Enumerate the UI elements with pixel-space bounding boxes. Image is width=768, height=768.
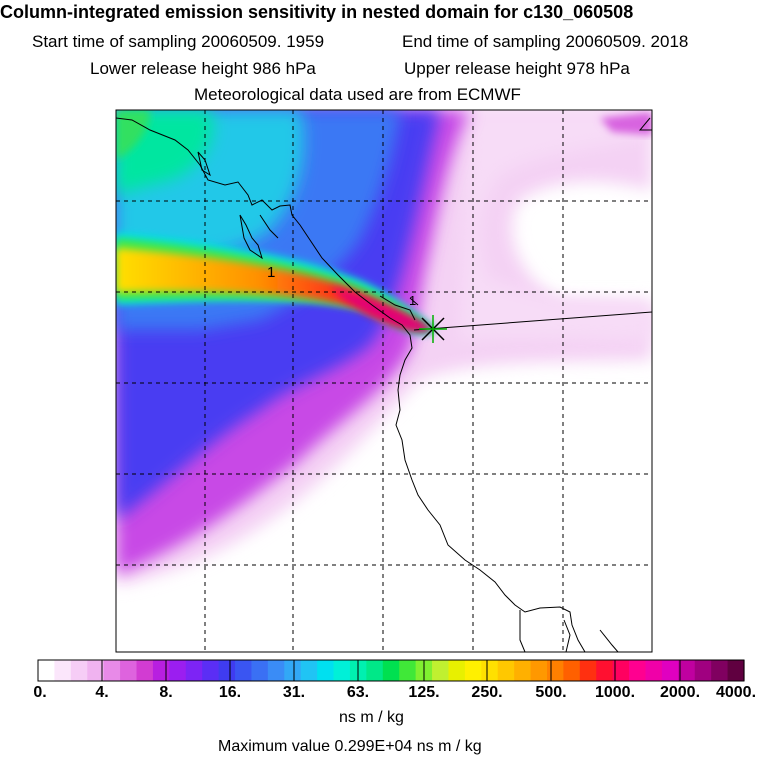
- colorbar-cell: [120, 660, 138, 681]
- colorbar-cell: [694, 660, 712, 681]
- colorbar-cell: [727, 660, 745, 681]
- colorbar-cell: [645, 660, 663, 681]
- contour-label: 1: [267, 264, 275, 281]
- colorbar-cell: [448, 660, 466, 681]
- colorbar-cell: [399, 660, 417, 681]
- colorbar-tick-label: 2000.: [659, 684, 701, 701]
- colorbar-cell: [382, 660, 400, 681]
- colorbar-tick-label: 250.: [471, 684, 503, 701]
- colorbar-cell: [497, 660, 515, 681]
- colorbar-cell: [563, 660, 581, 681]
- colorbar-cell: [464, 660, 482, 681]
- release-point-marker: [419, 315, 447, 343]
- colorbar-cell: [152, 660, 170, 681]
- colorbar-units: ns m / kg: [339, 709, 404, 726]
- grid-lines: [116, 110, 652, 652]
- colorbar-tick-label: 500.: [535, 684, 567, 701]
- colorbar-cell: [678, 660, 696, 681]
- colorbar-tick-label: 125.: [408, 684, 440, 701]
- colorbar-cell: [103, 660, 121, 681]
- colorbar-cell: [169, 660, 187, 681]
- colorbar-cell: [251, 660, 269, 681]
- colorbar-cell: [711, 660, 729, 681]
- colorbar-cell: [218, 660, 236, 681]
- colorbar-cell: [300, 660, 318, 681]
- colorbar-cell: [267, 660, 285, 681]
- colorbar-tick-label: 16.: [218, 684, 242, 701]
- colorbar-cell: [284, 660, 302, 681]
- sensitivity-field: 1 1: [116, 110, 652, 652]
- colorbar-cell: [185, 660, 203, 681]
- colorbar-cell: [38, 660, 56, 681]
- colorbar-cell: [202, 660, 220, 681]
- colorbar-cell: [596, 660, 614, 681]
- colorbar-cell: [481, 660, 499, 681]
- colorbar-cell: [432, 660, 450, 681]
- colorbar-cell: [235, 660, 253, 681]
- colorbar-cell: [530, 660, 548, 681]
- coastline: [116, 117, 652, 652]
- lower-release-height: Lower release height 986 hPa: [90, 59, 316, 78]
- colorbar-cell: [87, 660, 105, 681]
- colorbar-tick-label: 0.: [33, 684, 47, 701]
- contour-label: 1: [409, 293, 416, 308]
- colorbar-cell: [54, 660, 72, 681]
- colorbar-cell: [612, 660, 630, 681]
- map-title: Column-integrated emission sensitivity i…: [0, 2, 634, 22]
- end-time: End time of sampling 20060509. 2018: [402, 32, 689, 51]
- colorbar-cell: [317, 660, 335, 681]
- maximum-value: Maximum value 0.299E+04 ns m / kg: [218, 738, 482, 755]
- colorbar-cell: [546, 660, 564, 681]
- colorbar-tick-label: 8.: [159, 684, 173, 701]
- colorbar-tick-label: 1000.: [594, 684, 636, 701]
- upper-release-height: Upper release height 978 hPa: [404, 59, 630, 78]
- colorbar-cell: [70, 660, 88, 681]
- colorbar-cell: [629, 660, 647, 681]
- colorbar-tick-label: 63.: [346, 684, 370, 701]
- start-time: Start time of sampling 20060509. 1959: [32, 32, 325, 51]
- colorbar-cell: [579, 660, 597, 681]
- colorbar-cell: [661, 660, 679, 681]
- colorbar-tick-label: 4.: [95, 684, 109, 701]
- colorbar-tick-label: 31.: [282, 684, 306, 701]
- map-frame: [115, 109, 653, 653]
- met-data-source: Meteorological data used are from ECMWF: [194, 85, 521, 104]
- colorbar-tick-label: 4000.: [715, 684, 757, 701]
- colorbar-cell: [514, 660, 532, 681]
- colorbar-cell: [136, 660, 154, 681]
- colorbar-cell: [366, 660, 384, 681]
- colorbar-cell: [333, 660, 351, 681]
